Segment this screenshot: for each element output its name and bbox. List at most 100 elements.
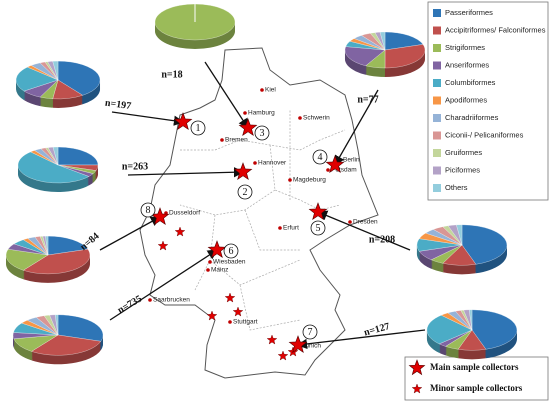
city-dot (243, 111, 247, 115)
arrow (334, 89, 379, 167)
city-label: Mainz (211, 267, 228, 274)
pie-slice (384, 31, 424, 51)
city-label: Hamburg (248, 110, 275, 117)
city-dot (220, 138, 224, 142)
city-dot (326, 168, 330, 172)
city-dot (278, 226, 282, 230)
legend-label: Strigiformes (445, 43, 485, 52)
sample-size: n=197 (104, 98, 132, 113)
city-label: Kiel (265, 87, 276, 94)
arrow (99, 216, 162, 251)
legend-minor-star (411, 383, 423, 394)
city-label: Magdeburg (293, 177, 326, 184)
pie-slice (47, 235, 89, 256)
pie (154, 3, 236, 49)
city-dot (288, 178, 292, 182)
site-number-circle (254, 125, 270, 141)
legend-swatch (433, 44, 441, 52)
main-star (325, 155, 345, 173)
arrow (296, 329, 426, 350)
site-number-circle (223, 243, 239, 259)
city-dot (260, 88, 264, 92)
pie-slice (55, 314, 59, 336)
site-number-circle (302, 324, 318, 340)
pie-slice (426, 315, 473, 345)
pie-slice (469, 309, 473, 331)
arrow (316, 210, 411, 251)
site-number: 8 (146, 205, 151, 216)
city-label: Bremen (225, 137, 248, 144)
pie (416, 224, 508, 275)
city-dot (228, 320, 232, 324)
pie-slice (379, 31, 386, 51)
legend-swatch (433, 166, 441, 175)
city-label: Saarbrucken (153, 297, 190, 304)
main-star (308, 202, 328, 220)
legend-swatch (433, 26, 441, 35)
site-number-circle (310, 220, 326, 236)
legend-swatch (433, 131, 441, 140)
city-dot (298, 116, 302, 120)
site-number-circle (312, 149, 328, 165)
site-number-circle (140, 202, 156, 218)
city-label: Munich (300, 343, 321, 350)
marker-legend-label: Main sample collectors (430, 362, 519, 372)
main-star (207, 240, 227, 258)
city-label: Dresden (353, 219, 378, 226)
site-number-circle (190, 120, 206, 136)
minor-star (206, 310, 218, 321)
city-label: Schwerin (303, 115, 330, 122)
legend-main-star (408, 359, 426, 376)
state-borders (179, 110, 346, 331)
city-dot (253, 161, 257, 165)
pie-slice (461, 224, 508, 265)
pie-slice (5, 249, 49, 271)
pie-slice (15, 66, 59, 92)
pie-slice (57, 146, 99, 166)
legend-label: Ciconii-/ Pelicaniformes (445, 130, 524, 139)
city-label: Potsdam (331, 167, 357, 174)
sample-size: n=208 (369, 234, 395, 245)
legend-swatch (433, 184, 441, 192)
pie (5, 235, 90, 283)
pie (426, 309, 518, 360)
minor-star (266, 334, 278, 345)
pie-slice (471, 309, 518, 350)
legend-label: Accipitriformes/ Falconiformes (445, 25, 546, 34)
legend-label: Passeriformes (445, 8, 493, 17)
pie-slice (384, 44, 426, 69)
pie (17, 146, 99, 193)
city-label: Berlin (343, 157, 360, 164)
pie-slice (22, 249, 90, 275)
pie-slice (52, 146, 59, 166)
legend-swatch (433, 114, 441, 122)
pie-slice (31, 334, 102, 356)
legend-swatch (433, 149, 441, 157)
legend-swatch (433, 79, 441, 87)
minor-star (174, 226, 186, 237)
pie-slice (52, 60, 59, 81)
legend-label: Columbiformes (445, 78, 496, 87)
arrow (109, 249, 219, 321)
sample-size: n=263 (122, 161, 148, 172)
arrow (111, 111, 185, 126)
city-label: Wiesbaden (213, 259, 246, 266)
city-dot (208, 260, 212, 264)
legend-box (427, 1, 549, 201)
pie-slice (456, 224, 463, 246)
city-dot (148, 298, 152, 302)
site-number: 7 (308, 327, 313, 338)
city-label: Erfurt (283, 225, 299, 232)
site-number: 4 (318, 152, 323, 163)
site-number: 1 (196, 123, 201, 134)
legend-swatch (433, 61, 441, 70)
pie-slice (57, 60, 101, 96)
city-label: Hannover (258, 160, 287, 167)
site-number: 6 (229, 246, 234, 257)
pie-slice (344, 46, 386, 66)
marker-legend-box (404, 356, 549, 401)
main-star (288, 335, 308, 353)
arrow (127, 167, 245, 178)
site-number: 3 (260, 128, 265, 139)
